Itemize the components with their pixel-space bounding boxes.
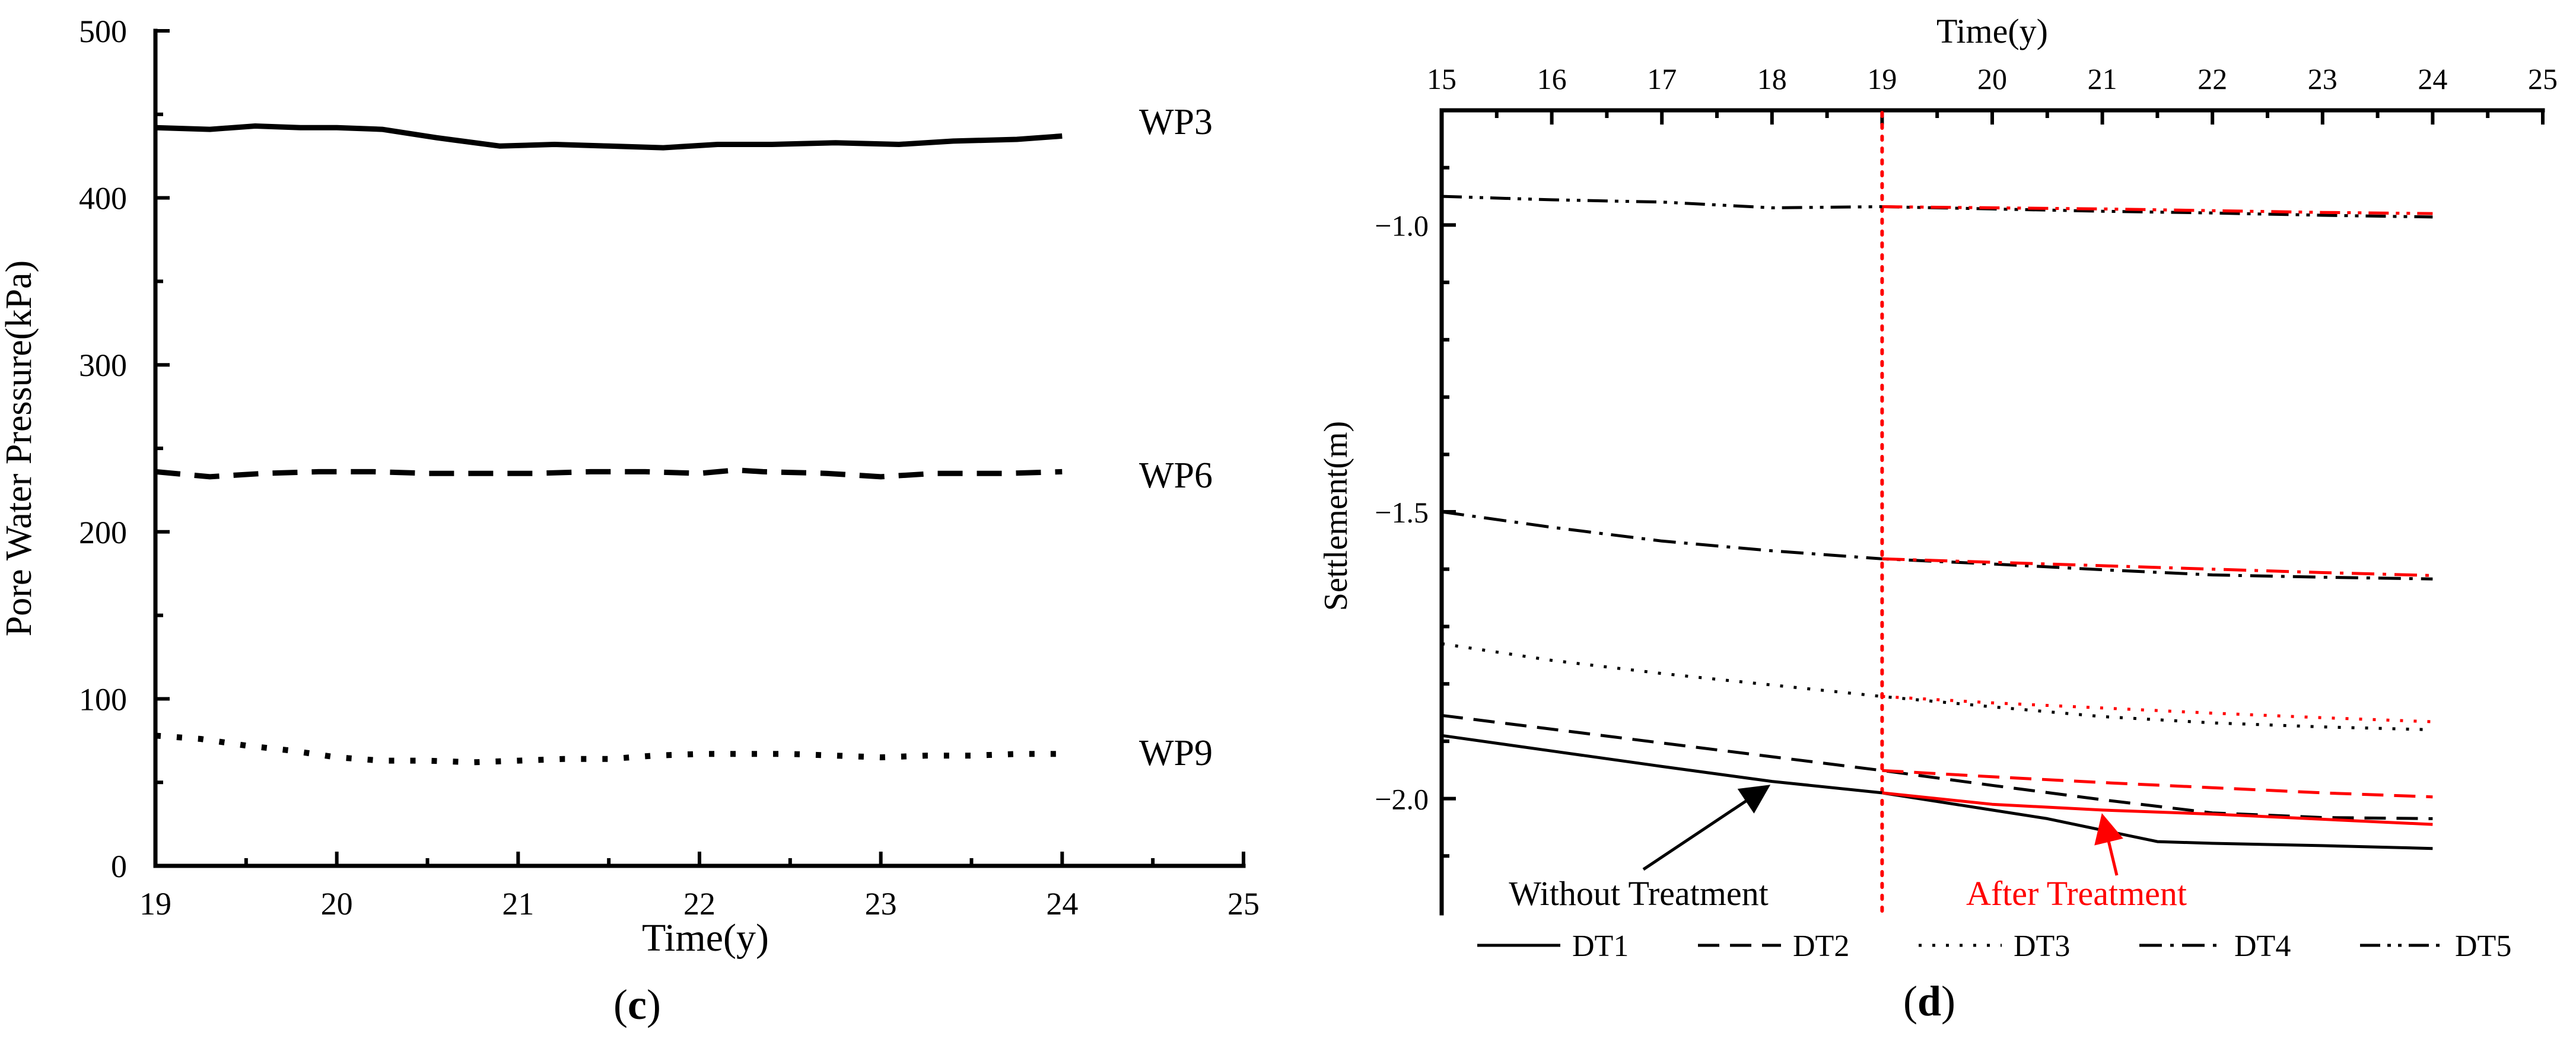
panel-c-y-tick-label: 500 <box>79 14 127 49</box>
panel-d-x-tick-label: 21 <box>2088 62 2117 95</box>
panel-c-label-wp9: WP9 <box>1139 733 1213 773</box>
panel-d-series <box>1441 195 2433 850</box>
legend-label-dt2: DT2 <box>1793 929 1849 963</box>
panel-c-series <box>155 123 1063 766</box>
panel-d-caption: (d) <box>1903 977 1955 1025</box>
panel-d-y-label: Settlement(m) <box>1318 421 1354 611</box>
panel-c-ticks: 19 20 21 22 23 24 25 0 100 200 300 400 500 <box>79 14 1260 922</box>
panel-d-x-tick-label: 23 <box>2308 62 2338 95</box>
panel-c-x-tick-label: 25 <box>1227 886 1260 922</box>
panel-d: 15 16 17 18 19 20 21 22 23 24 25 −2.0 −1.5 −1.0 Time(… <box>1318 12 2558 1025</box>
annotation-without-treatment-arrow <box>1642 785 1771 871</box>
series-dt1 <box>1441 734 2433 850</box>
panel-d-y-tick-label: −2.0 <box>1375 783 1429 816</box>
panel-c: 19 20 21 22 23 24 25 0 100 200 300 400 500 Pore Wate… <box>0 14 1260 1028</box>
series-wp6 <box>155 467 1063 480</box>
series-dt4-after-treatment <box>1882 557 2433 577</box>
series-dt2 <box>1441 713 2433 820</box>
panel-c-y-tick-label: 300 <box>79 348 127 383</box>
series-wp3 <box>155 123 1063 151</box>
panel-c-x-tick-label: 22 <box>683 886 715 922</box>
series-dt2-after-treatment <box>1882 769 2433 799</box>
panel-d-x-tick-label: 19 <box>1867 62 1897 95</box>
panel-c-y-tick-label: 0 <box>111 849 127 884</box>
panel-d-y-tick-label: −1.0 <box>1375 209 1429 242</box>
legend-label-dt4: DT4 <box>2234 929 2291 963</box>
panel-c-x-tick-label: 21 <box>502 886 534 922</box>
panel-d-y-tick-label: −1.5 <box>1375 496 1429 529</box>
panel-d-x-tick-label: 25 <box>2528 62 2558 95</box>
panel-c-y-tick-label: 400 <box>79 181 127 216</box>
panel-d-x-tick-label: 24 <box>2418 62 2447 95</box>
panel-c-x-label: Time(y) <box>642 916 769 960</box>
legend-label-dt1: DT1 <box>1572 929 1629 963</box>
panel-c-x-tick-label: 24 <box>1046 886 1078 922</box>
annotation-after-treatment: After Treatment <box>1966 874 2187 913</box>
panel-c-caption: (c) <box>613 981 661 1028</box>
series-wp9 <box>155 732 1063 766</box>
panel-d-ticks: 15 16 17 18 19 20 21 22 23 24 25 −2.0 −1.5 −1.0 <box>1375 62 2558 858</box>
series-dt5-after-treatment <box>1882 205 2433 215</box>
annotation-after-treatment-arrow <box>2094 813 2123 876</box>
legend-label-dt3: DT3 <box>2014 929 2070 963</box>
series-dt1-after-treatment <box>1882 791 2433 826</box>
annotation-without-treatment: Without Treatment <box>1509 874 1769 913</box>
panel-d-legend: DT1 DT2 DT3 DT4 DT5 <box>1477 929 2511 963</box>
panel-c-y-tick-label: 200 <box>79 515 127 550</box>
panel-d-x-label: Time(y) <box>1936 12 2048 50</box>
panel-d-x-tick-label: 18 <box>1757 62 1787 95</box>
panel-c-y-tick-label: 100 <box>79 681 127 717</box>
panel-c-x-tick-label: 23 <box>865 886 897 922</box>
panel-c-y-label: Pore Water Pressure(kPa) <box>0 260 39 636</box>
panel-c-x-tick-label: 19 <box>139 886 171 922</box>
panel-d-x-tick-label: 15 <box>1427 62 1456 95</box>
legend-label-dt5: DT5 <box>2455 929 2511 963</box>
panel-d-x-tick-label: 20 <box>1977 62 2007 95</box>
series-dt4 <box>1441 510 2433 581</box>
panel-d-x-tick-label: 17 <box>1647 62 1677 95</box>
panel-d-x-tick-label: 16 <box>1537 62 1567 95</box>
panel-c-x-tick-label: 20 <box>321 886 353 922</box>
panel-c-label-wp6: WP6 <box>1139 455 1213 496</box>
series-dt3-after-treatment <box>1882 694 2433 724</box>
panel-d-x-tick-label: 22 <box>2197 62 2227 95</box>
panel-c-label-wp3: WP3 <box>1139 102 1213 142</box>
series-dt3 <box>1441 642 2433 731</box>
